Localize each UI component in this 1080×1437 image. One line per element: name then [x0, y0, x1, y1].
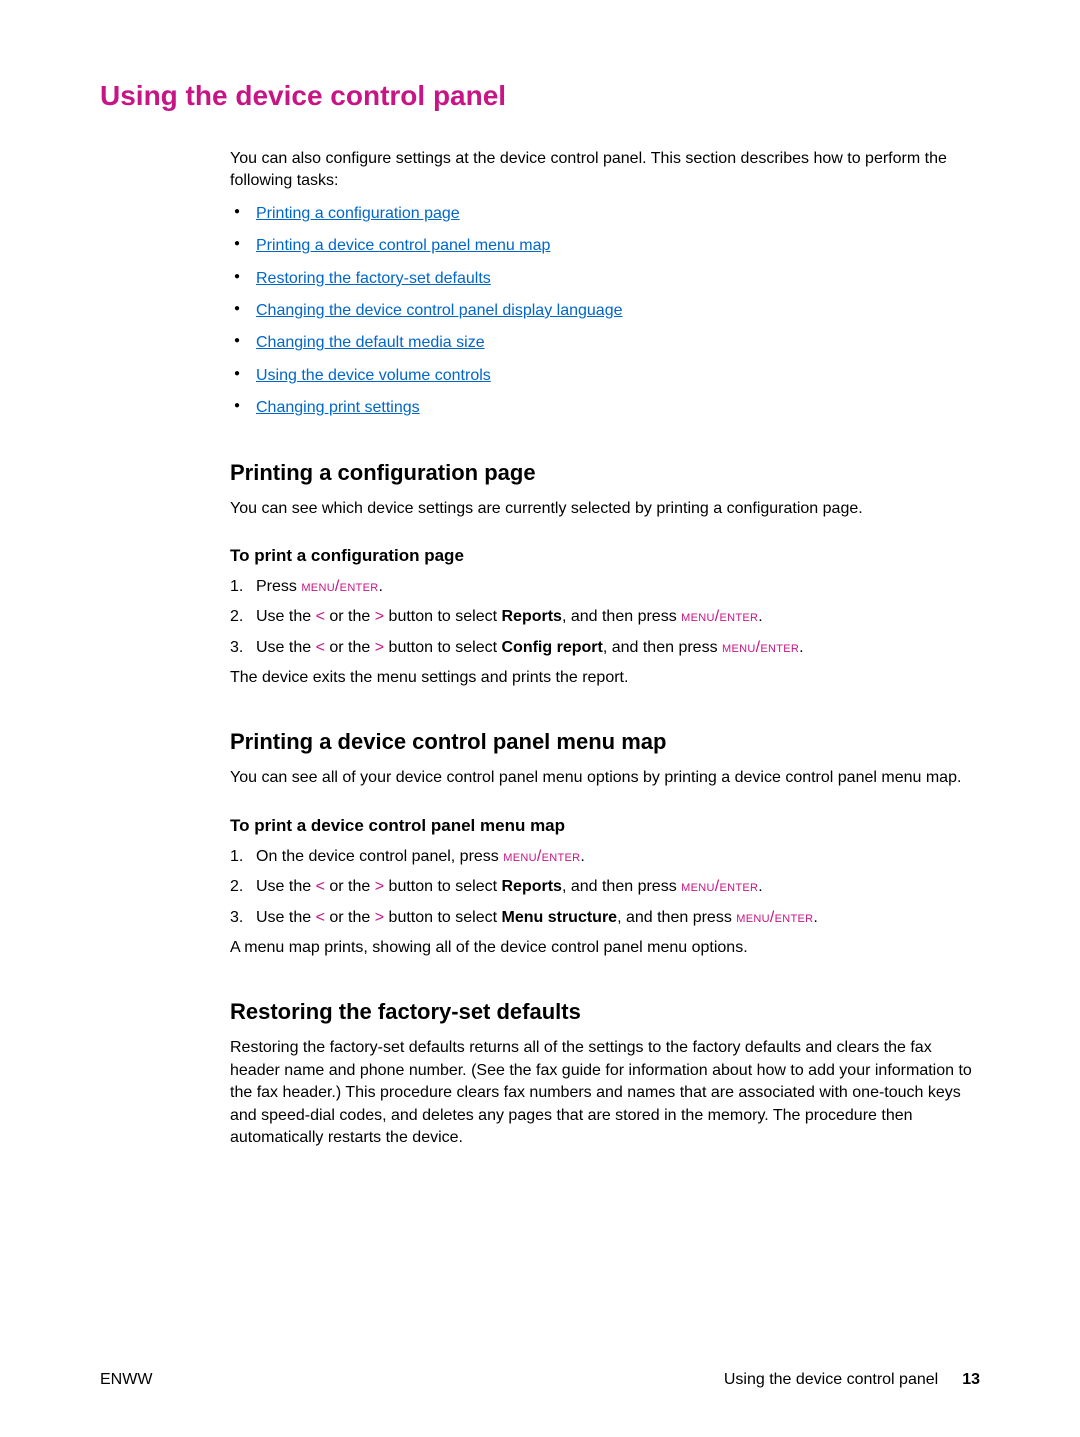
section-subheading: To print a device control panel menu map — [230, 816, 980, 836]
key-symbol: < — [316, 878, 325, 895]
step-text: , and then press — [603, 639, 722, 656]
steps-list: Press menu/enter. Use the < or the > but… — [230, 576, 980, 659]
key-symbol: < — [316, 608, 325, 625]
step-text: . — [378, 578, 382, 595]
step-text: Press — [256, 578, 301, 595]
key-symbol: > — [375, 639, 384, 656]
step-item: On the device control panel, press menu/… — [230, 846, 980, 868]
step-text: , and then press — [562, 878, 681, 895]
key-label: menu/enter — [722, 639, 799, 656]
step-item: Use the < or the > button to select Repo… — [230, 876, 980, 898]
key-label: menu/enter — [503, 848, 580, 865]
step-text: Use the — [256, 909, 316, 926]
key-symbol: < — [316, 909, 325, 926]
step-item: Use the < or the > button to select Conf… — [230, 637, 980, 659]
toc-item: Restoring the factory-set defaults — [230, 268, 980, 290]
step-item: Use the < or the > button to select Repo… — [230, 606, 980, 628]
toc-link[interactable]: Restoring the factory-set defaults — [256, 270, 491, 287]
toc-link[interactable]: Changing print settings — [256, 399, 420, 416]
section-heading: Restoring the factory-set defaults — [230, 999, 980, 1025]
step-text: Use the — [256, 878, 316, 895]
section-para: Restoring the factory-set defaults retur… — [230, 1037, 980, 1149]
steps-list: On the device control panel, press menu/… — [230, 846, 980, 929]
section-heading: Printing a configuration page — [230, 460, 980, 486]
toc-item: Changing print settings — [230, 397, 980, 419]
step-text: , and then press — [617, 909, 736, 926]
bold-term: Menu structure — [502, 909, 618, 926]
toc-item: Changing the device control panel displa… — [230, 300, 980, 322]
footer-right-text: Using the device control panel — [724, 1371, 938, 1389]
step-text: . — [758, 878, 762, 895]
section-para: You can see which device settings are cu… — [230, 498, 980, 520]
page-number: 13 — [962, 1371, 980, 1389]
toc-link[interactable]: Changing the device control panel displa… — [256, 302, 622, 319]
intro-text: You can also configure settings at the d… — [230, 148, 980, 193]
bold-term: Config report — [502, 639, 603, 656]
step-text: Use the — [256, 608, 316, 625]
key-symbol: > — [375, 878, 384, 895]
section-para: You can see all of your device control p… — [230, 767, 980, 789]
step-text: button to select — [384, 909, 501, 926]
toc-item: Using the device volume controls — [230, 365, 980, 387]
key-symbol: < — [316, 639, 325, 656]
step-text: On the device control panel, press — [256, 848, 503, 865]
toc-link[interactable]: Printing a device control panel menu map — [256, 237, 550, 254]
step-text: button to select — [384, 608, 501, 625]
key-symbol: > — [375, 909, 384, 926]
toc-item: Changing the default media size — [230, 332, 980, 354]
toc-link[interactable]: Printing a configuration page — [256, 205, 460, 222]
page-footer: ENWW Using the device control panel 13 — [100, 1371, 980, 1389]
step-text: . — [813, 909, 817, 926]
step-text: . — [580, 848, 584, 865]
step-text: or the — [325, 639, 375, 656]
step-text: or the — [325, 878, 375, 895]
toc-item: Printing a configuration page — [230, 203, 980, 225]
page-title: Using the device control panel — [100, 80, 980, 112]
toc-list: Printing a configuration page Printing a… — [230, 203, 980, 420]
step-item: Use the < or the > button to select Menu… — [230, 907, 980, 929]
key-symbol: > — [375, 608, 384, 625]
step-text: Use the — [256, 639, 316, 656]
step-text: or the — [325, 608, 375, 625]
key-label: menu/enter — [681, 878, 758, 895]
section-heading: Printing a device control panel menu map — [230, 729, 980, 755]
toc-link[interactable]: Using the device volume controls — [256, 367, 491, 384]
section-subheading: To print a configuration page — [230, 546, 980, 566]
key-label: menu/enter — [681, 608, 758, 625]
closing-text: The device exits the menu settings and p… — [230, 667, 980, 689]
step-text: . — [758, 608, 762, 625]
toc-link[interactable]: Changing the default media size — [256, 334, 485, 351]
step-text: or the — [325, 909, 375, 926]
step-text: , and then press — [562, 608, 681, 625]
closing-text: A menu map prints, showing all of the de… — [230, 937, 980, 959]
toc-item: Printing a device control panel menu map — [230, 235, 980, 257]
key-label: menu/enter — [736, 909, 813, 926]
step-text: button to select — [384, 639, 501, 656]
key-label: menu/enter — [301, 578, 378, 595]
step-text: . — [799, 639, 803, 656]
bold-term: Reports — [502, 608, 562, 625]
bold-term: Reports — [502, 878, 562, 895]
footer-left: ENWW — [100, 1371, 152, 1389]
step-text: button to select — [384, 878, 501, 895]
step-item: Press menu/enter. — [230, 576, 980, 598]
